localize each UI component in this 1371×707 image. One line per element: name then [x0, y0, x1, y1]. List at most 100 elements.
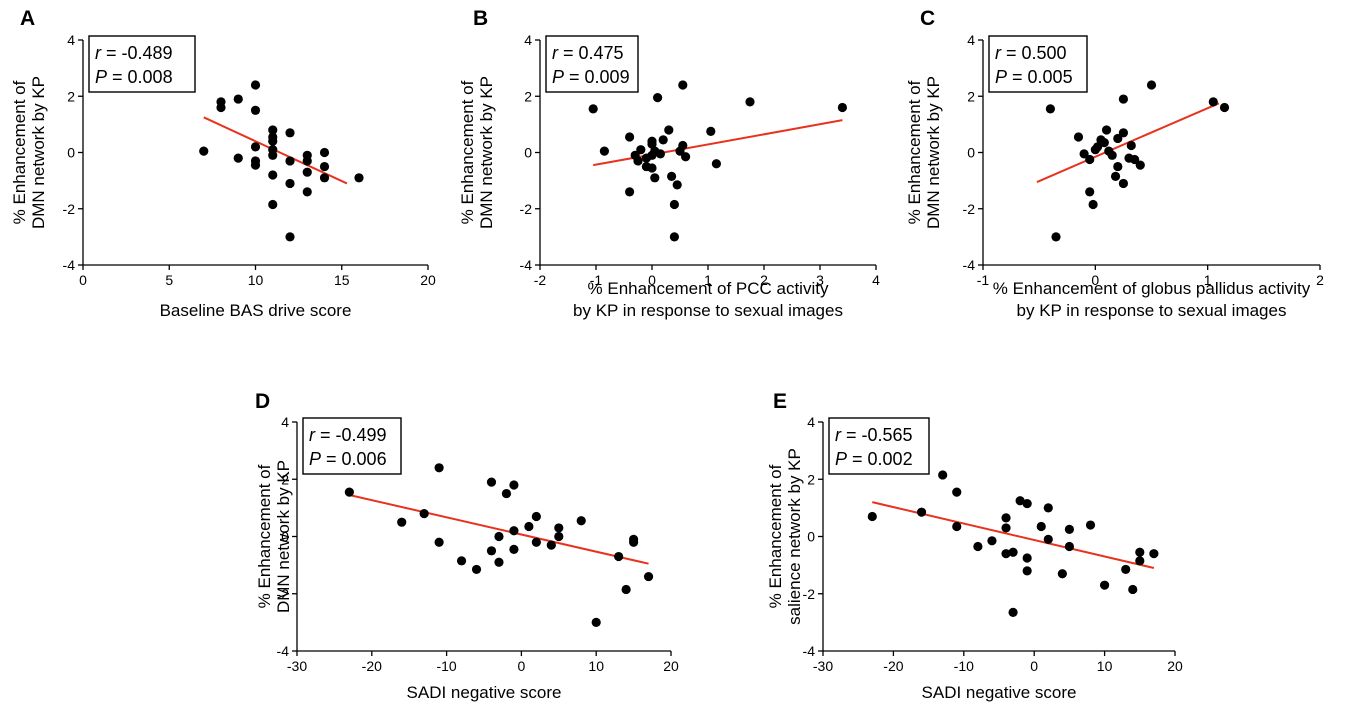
y-tick-label: 0	[281, 529, 289, 545]
panel-letter: B	[473, 7, 488, 30]
data-point	[625, 187, 635, 197]
data-point	[987, 536, 997, 546]
data-point	[216, 102, 226, 113]
data-point	[531, 511, 541, 522]
panel-letter: D	[255, 390, 270, 413]
x-axis-label-line: SADI negative score	[922, 683, 1077, 702]
data-point	[268, 199, 278, 210]
y-tick-label: -4	[63, 257, 76, 273]
y-tick-label: 4	[524, 32, 532, 48]
data-point	[233, 153, 243, 163]
data-point	[302, 167, 312, 177]
data-point	[1022, 553, 1032, 563]
regression-line	[349, 494, 649, 565]
data-point	[650, 173, 660, 183]
x-tick-label: 15	[334, 272, 350, 288]
data-point	[1015, 496, 1025, 506]
data-point	[1008, 547, 1018, 557]
data-point	[1085, 187, 1095, 197]
y-axis-label: % Enhancement ofDMN network by KP	[10, 76, 48, 229]
data-point	[285, 128, 295, 138]
x-tick-label: 0	[518, 658, 526, 674]
r-statistic: r = -0.565	[835, 425, 913, 445]
data-point	[531, 537, 541, 547]
p-value: = 0.008	[107, 67, 173, 87]
p-symbol: P	[309, 449, 321, 469]
y-axis-label-line: DMN network by KP	[29, 76, 48, 229]
data-point	[1113, 161, 1123, 172]
x-tick-label: 10	[1097, 658, 1113, 674]
x-tick-label: -1	[977, 272, 990, 288]
x-tick-label: 0	[79, 272, 87, 288]
y-axis-label-line: % Enhancement of	[10, 80, 29, 224]
data-point	[1149, 549, 1159, 559]
x-axis-label-line: SADI negative score	[407, 683, 562, 702]
y-tick-label: -2	[803, 586, 816, 602]
data-point	[916, 507, 927, 517]
x-tick-label: 1	[1204, 272, 1212, 288]
r-statistic: r = 0.475	[552, 43, 624, 63]
r-value: = -0.489	[101, 43, 173, 63]
p-symbol: P	[552, 67, 564, 87]
data-point	[1113, 133, 1123, 144]
x-tick-label: 10	[248, 272, 264, 288]
data-point	[456, 556, 467, 566]
x-tick-label: 20	[420, 272, 436, 288]
y-tick-label: 4	[967, 32, 975, 48]
data-point	[1118, 128, 1129, 138]
data-point	[1088, 199, 1098, 210]
x-axis-label-line: % Enhancement of globus pallidus activit…	[993, 279, 1311, 298]
data-point	[1118, 94, 1129, 104]
data-point	[1126, 140, 1136, 151]
y-tick-label: 2	[807, 471, 815, 487]
y-axis-label-line: DMN network by KP	[274, 460, 293, 613]
stats-box	[545, 35, 639, 93]
data-point	[434, 537, 444, 547]
p-value: = 0.006	[321, 449, 387, 469]
data-point	[494, 557, 504, 567]
r-symbol: r	[995, 43, 1002, 63]
data-point	[711, 159, 722, 169]
data-point	[647, 139, 657, 149]
data-point	[664, 125, 674, 135]
r-statistic: r = -0.499	[309, 425, 387, 445]
y-axis-label-line: DMN network by KP	[924, 76, 943, 229]
x-tick-label: 2	[1316, 272, 1324, 288]
data-point	[1208, 97, 1218, 107]
y-tick-label: 0	[807, 529, 815, 545]
data-point	[285, 178, 295, 189]
data-point	[867, 511, 877, 522]
data-point	[471, 564, 482, 575]
x-axis-label: Baseline BAS drive score	[160, 301, 352, 320]
r-value: = -0.499	[315, 425, 387, 445]
data-point	[1135, 556, 1145, 566]
data-point	[1110, 171, 1121, 182]
stats-box	[828, 417, 930, 475]
data-point	[285, 156, 295, 166]
data-point	[678, 80, 688, 90]
data-point	[344, 487, 354, 497]
y-axis-label-line: salience network by KP	[785, 448, 804, 625]
data-point	[621, 584, 631, 595]
x-tick-label: 0	[1030, 658, 1038, 674]
y-tick-label: 0	[967, 145, 975, 161]
p-statistic: P = 0.009	[552, 67, 630, 87]
stats-box	[988, 35, 1088, 93]
data-point	[658, 135, 668, 145]
data-point	[1085, 520, 1096, 530]
y-tick-label: 2	[967, 88, 975, 104]
x-tick-label: -10	[436, 658, 456, 674]
y-tick-label: 4	[67, 32, 75, 48]
data-point	[524, 521, 534, 532]
data-point	[1101, 125, 1112, 135]
data-point	[1073, 132, 1084, 142]
p-statistic: P = 0.006	[309, 449, 387, 469]
data-point	[1057, 569, 1067, 579]
r-statistic: r = -0.489	[95, 43, 173, 63]
data-point	[250, 80, 261, 90]
y-tick-label: -4	[277, 643, 290, 659]
data-point	[546, 540, 556, 550]
r-symbol: r	[95, 43, 102, 63]
r-symbol: r	[835, 425, 842, 445]
